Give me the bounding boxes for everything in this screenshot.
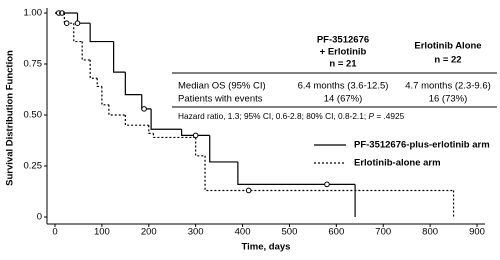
survival-step	[81, 41, 91, 61]
x-tick-label: 800	[422, 227, 438, 238]
survival-step	[63, 13, 74, 24]
censor-mark	[63, 20, 70, 27]
table-cell: 14 (67%)	[324, 94, 363, 105]
table-cell: 16 (73%)	[429, 94, 468, 105]
table-cell: Median OS (95% CI)	[178, 81, 266, 92]
survival-step	[89, 59, 98, 79]
x-tick-label: 500	[282, 227, 298, 238]
y-tick-label: 0.50	[24, 110, 43, 121]
survival-step	[108, 104, 126, 116]
table-header: + Erlotinib	[320, 47, 367, 58]
x-tick-label: 300	[188, 227, 204, 238]
table-cell: 4.7 months (2.3-9.6)	[405, 81, 491, 92]
x-tick-label: 700	[375, 227, 391, 238]
survival-step	[195, 137, 206, 157]
survival-step	[237, 161, 356, 185]
x-tick-label: 200	[141, 227, 157, 238]
y-tick-label: 0	[37, 212, 42, 223]
survival-step	[101, 86, 109, 106]
table-header: Erlotinib Alone	[414, 41, 481, 52]
table-cell: Patients with events	[178, 94, 263, 105]
censor-mark	[74, 20, 81, 27]
survival-step	[124, 115, 149, 126]
survival-step	[124, 72, 142, 96]
survival-step	[152, 133, 196, 139]
survival-step	[150, 108, 182, 130]
survival-step	[89, 23, 114, 43]
x-tick-label: 600	[328, 227, 344, 238]
y-tick-label: 1.00	[24, 8, 43, 19]
x-tick-label: 100	[94, 227, 110, 238]
survival-step	[96, 78, 102, 88]
y-tick-label: 0.75	[24, 59, 43, 70]
table-header: PF-3512676	[317, 35, 369, 46]
survival-step	[148, 125, 154, 134]
x-tick-label: 0	[52, 227, 57, 238]
survival-step	[113, 41, 126, 73]
legend-label: Erlotinib-alone arm	[354, 158, 441, 169]
y-tick-label: 0.25	[24, 161, 43, 172]
table-cell: 6.4 months (3.6-12.5)	[298, 81, 389, 92]
x-tick-label: 400	[235, 227, 251, 238]
y-axis-label: Survival Distribution Function	[5, 50, 16, 186]
survival-step	[204, 155, 454, 192]
censor-mark	[245, 187, 252, 194]
censor-mark	[141, 106, 147, 112]
censor-mark	[324, 181, 330, 188]
x-axis-label: Time, days	[242, 242, 291, 253]
survival-step	[181, 129, 210, 136]
table-footnote: Hazard ratio, 1.3; 95% CI, 0.6-2.8; 80% …	[178, 111, 405, 121]
table-header: n = 21	[329, 59, 357, 70]
legend-label: PF-3512676-plus-erlotinib arm	[354, 140, 490, 151]
x-tick-label: 900	[469, 227, 485, 238]
table-header: n = 22	[434, 55, 461, 66]
survival-step	[209, 135, 238, 163]
